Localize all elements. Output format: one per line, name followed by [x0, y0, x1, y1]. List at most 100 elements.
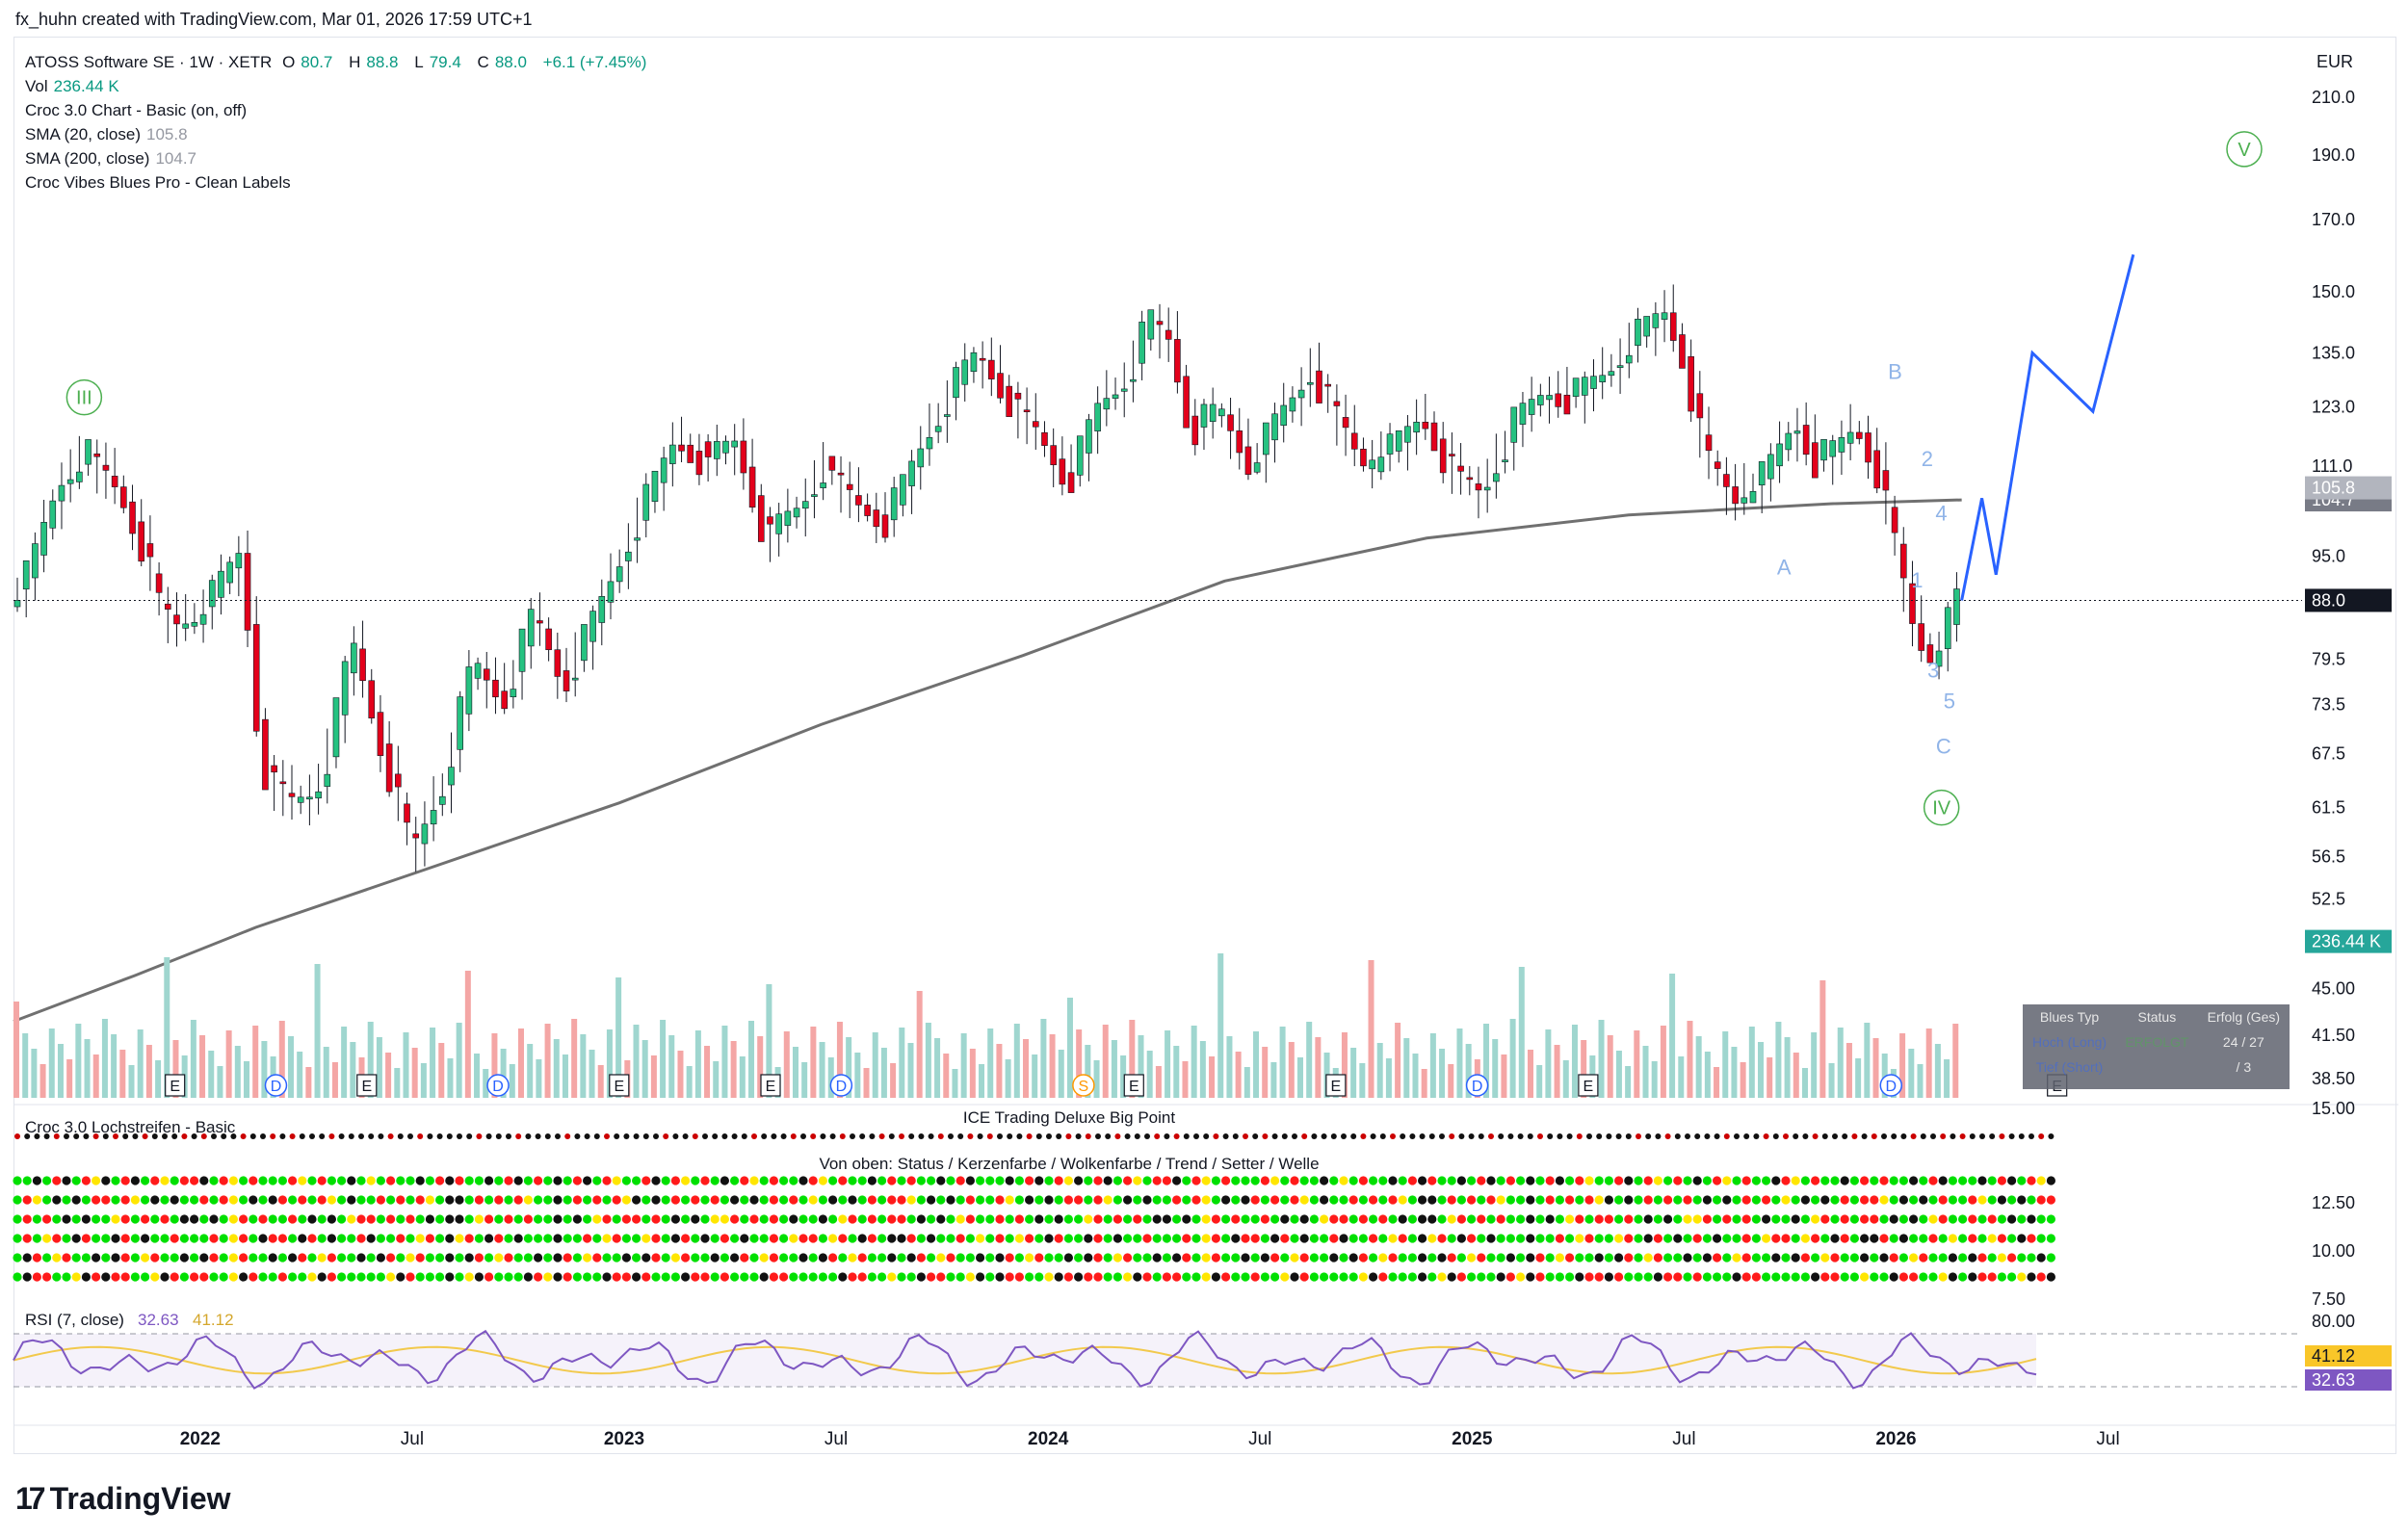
candle — [262, 718, 269, 791]
strip-scale-label: 12.50 — [2312, 1193, 2355, 1212]
strip-dot — [494, 1253, 504, 1263]
strip-dot — [661, 1214, 670, 1224]
tradingview-logo[interactable]: 17 TradingView — [15, 1481, 231, 1517]
volume-bar — [1758, 1042, 1765, 1098]
strip-dot — [1594, 1214, 1604, 1224]
strip-dot — [749, 1253, 759, 1263]
strip-dot — [632, 1176, 641, 1185]
strip-dot — [1751, 1234, 1761, 1243]
event-label: S — [1079, 1079, 1089, 1095]
ohlc-h: H 88.8 — [349, 53, 399, 71]
volume-bar — [907, 1043, 914, 1098]
sma200-row[interactable]: SMA (200, close) 104.7 — [25, 149, 196, 168]
volume-bar — [1023, 1039, 1029, 1098]
strip-dot — [1584, 1272, 1594, 1282]
strip-dot — [1437, 1253, 1447, 1263]
strip-dot — [1692, 1272, 1702, 1282]
strip-dot — [1840, 1234, 1849, 1243]
strip-dot — [946, 1234, 955, 1243]
strip-dot — [1576, 1133, 1583, 1139]
strip-dot — [1329, 1214, 1339, 1224]
strip-dot — [1535, 1272, 1545, 1282]
strip-dot — [712, 1133, 719, 1139]
volume-bar — [527, 1044, 534, 1098]
event-label: E — [170, 1079, 180, 1095]
strip-dot — [1054, 1272, 1063, 1282]
strip-dot — [1771, 1214, 1781, 1224]
strip-dot — [92, 1176, 101, 1185]
strip-dot — [848, 1234, 857, 1243]
strip-dot — [670, 1195, 681, 1205]
strip-dot — [848, 1272, 857, 1282]
strip-dot — [435, 1176, 445, 1185]
strip-dot — [1870, 1272, 1879, 1282]
strip-dot — [1849, 1195, 1859, 1205]
candle — [465, 666, 473, 715]
strip-dot — [1771, 1176, 1781, 1185]
candle — [1014, 392, 1022, 400]
strip-dot — [1604, 1272, 1613, 1282]
strip-dot — [309, 1133, 315, 1139]
strip-dot — [396, 1234, 406, 1243]
volume-bar — [164, 957, 170, 1098]
strip-dot — [71, 1214, 81, 1224]
strip-dot — [1437, 1272, 1447, 1282]
strip-dot — [1162, 1253, 1171, 1263]
volume-bar — [278, 1021, 285, 1098]
strip-dot — [1781, 1176, 1791, 1185]
symbol-row[interactable]: ATOSS Software SE · 1W · XETR O 80.7 H 88.… — [25, 50, 652, 74]
strip-dot — [1418, 1195, 1427, 1205]
strip-dot — [1860, 1176, 1870, 1185]
time-axis-label: 2026 — [1875, 1429, 1916, 1449]
symbol-name[interactable]: ATOSS Software SE · 1W · XETR — [25, 53, 273, 71]
strip-dot — [1909, 1253, 1919, 1263]
candle — [102, 464, 110, 471]
strip-dot — [1614, 1272, 1624, 1282]
price-tick-label: 41.50 — [2312, 1026, 2355, 1045]
strip-dot — [43, 1133, 50, 1139]
strip-dot — [1674, 1133, 1681, 1139]
sma20-row[interactable]: SMA (20, close) 105.8 — [25, 125, 188, 143]
event-label: E — [614, 1079, 624, 1095]
strip-dot — [721, 1133, 728, 1139]
clean-labels-row[interactable]: Croc Vibes Blues Pro - Clean Labels — [25, 173, 291, 192]
price-tick-label: 190.0 — [2312, 145, 2355, 165]
wave-iv-label-circle — [1923, 789, 1960, 826]
strip-dot — [209, 1214, 219, 1224]
volume-bar — [1465, 1044, 1472, 1098]
strip-dot — [397, 1133, 404, 1139]
candle — [457, 696, 463, 750]
strip-dot — [1516, 1253, 1526, 1263]
strip-dot — [1702, 1253, 1712, 1263]
volume-bar — [668, 1035, 675, 1098]
strip-dot — [1683, 1176, 1692, 1185]
strip-dot — [1545, 1195, 1555, 1205]
strip-dot — [955, 1214, 965, 1224]
strip-dot — [1547, 1133, 1554, 1139]
strip-dot — [916, 1176, 927, 1185]
strip-dot — [1467, 1272, 1477, 1282]
strip-dot — [1388, 1176, 1398, 1185]
volume-bar — [1881, 1054, 1888, 1098]
strip-dot — [1673, 1214, 1683, 1224]
vol-row[interactable]: Vol 236.44 K — [25, 77, 119, 95]
strip-dot — [1221, 1272, 1231, 1282]
strip-dot — [1241, 1176, 1250, 1185]
strip-dot — [120, 1176, 130, 1185]
price-tick-label: 45.00 — [2312, 978, 2355, 998]
croc-chart-row[interactable]: Croc 3.0 Chart - Basic (on, off) — [25, 101, 248, 119]
strip-dot — [415, 1272, 425, 1282]
strip-dot — [1997, 1176, 2006, 1185]
strip-dot — [769, 1234, 779, 1243]
candle — [22, 560, 30, 590]
strip-dot — [1468, 1133, 1475, 1139]
strip-dot — [1898, 1195, 1908, 1205]
strip-dot — [228, 1253, 238, 1263]
strip-dot — [543, 1272, 553, 1282]
strip-dot — [1496, 1176, 1505, 1185]
volume-bar — [1872, 1038, 1879, 1098]
strip-dot — [425, 1214, 434, 1224]
strip-dot — [120, 1195, 130, 1205]
candle — [1926, 644, 1934, 664]
